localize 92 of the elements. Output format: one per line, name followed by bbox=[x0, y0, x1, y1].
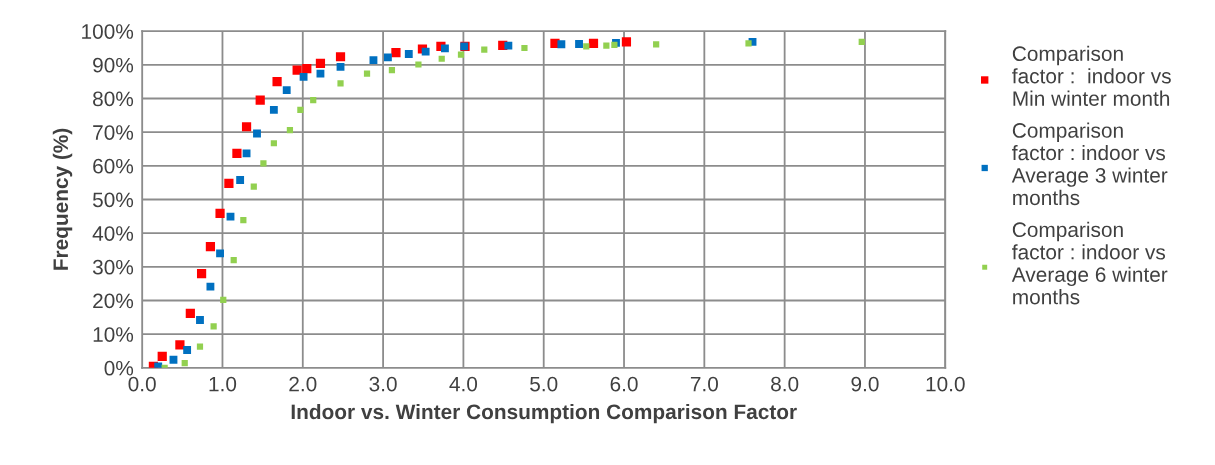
point bbox=[250, 183, 257, 190]
point bbox=[415, 61, 422, 68]
x-tick-label: 10.0 bbox=[926, 376, 965, 392]
point bbox=[183, 346, 192, 354]
y-tick-label: 80% bbox=[93, 91, 134, 107]
point bbox=[297, 106, 304, 114]
point bbox=[336, 62, 345, 71]
point bbox=[220, 296, 227, 303]
point bbox=[270, 140, 277, 147]
x-tick-label: 9.0 bbox=[851, 376, 879, 392]
point bbox=[196, 343, 204, 350]
point bbox=[269, 106, 278, 114]
point bbox=[196, 316, 204, 324]
y-tick-label: 30% bbox=[92, 259, 134, 275]
y-tick-label: 40% bbox=[92, 226, 134, 241]
point bbox=[369, 56, 378, 65]
point bbox=[169, 355, 178, 364]
point bbox=[504, 41, 513, 50]
point bbox=[210, 323, 217, 330]
x-tick-label: 7.0 bbox=[690, 376, 718, 392]
point bbox=[226, 212, 235, 221]
point bbox=[383, 53, 392, 62]
point bbox=[299, 73, 308, 81]
point bbox=[157, 351, 167, 361]
point bbox=[230, 256, 237, 264]
point bbox=[232, 148, 242, 158]
point bbox=[205, 242, 216, 252]
point bbox=[282, 86, 291, 94]
y-axis-title: Frequency (%) bbox=[52, 128, 73, 270]
point bbox=[236, 176, 245, 184]
point bbox=[255, 95, 265, 105]
y-tick-label: 20% bbox=[93, 293, 134, 309]
x-tick-label: 0.0 bbox=[128, 376, 156, 392]
point bbox=[206, 282, 215, 291]
x-tick-label: 3.0 bbox=[369, 376, 397, 392]
point bbox=[583, 43, 590, 50]
point bbox=[175, 340, 185, 350]
point bbox=[286, 127, 294, 134]
point bbox=[316, 69, 325, 78]
y-tick-label: 100% bbox=[82, 24, 134, 39]
point bbox=[335, 52, 346, 62]
legend-label: Comparison factor : indoor vs Min winter month bbox=[1012, 45, 1171, 106]
legend-label: Comparison factor : indoor vs Average 3 winter months bbox=[1011, 122, 1168, 206]
x-tick-label: 8.0 bbox=[771, 376, 799, 392]
point bbox=[363, 70, 371, 77]
point bbox=[241, 122, 252, 132]
point bbox=[272, 77, 282, 87]
x-tick-label: 2.0 bbox=[289, 376, 317, 392]
point bbox=[404, 50, 413, 58]
y-tick-label: 90% bbox=[93, 57, 134, 73]
point bbox=[441, 44, 449, 53]
point bbox=[215, 208, 225, 218]
point bbox=[185, 308, 195, 318]
point bbox=[310, 97, 317, 104]
x-tick-label: 1.0 bbox=[209, 376, 237, 392]
point bbox=[253, 129, 261, 138]
x-tick-label: 5.0 bbox=[530, 376, 558, 392]
x-tick-label: 4.0 bbox=[449, 376, 478, 392]
y-tick-label: 70% bbox=[93, 125, 134, 140]
point bbox=[481, 46, 488, 53]
point bbox=[858, 38, 865, 46]
point bbox=[745, 40, 752, 47]
point bbox=[438, 55, 445, 62]
point bbox=[240, 216, 247, 224]
point bbox=[315, 58, 326, 69]
point bbox=[521, 44, 528, 52]
point bbox=[388, 67, 396, 74]
point bbox=[224, 178, 234, 188]
y-tick-label: 50% bbox=[92, 192, 134, 208]
x-axis-title: Indoor vs. Winter Consumption Comparison Factor bbox=[291, 403, 797, 424]
point bbox=[421, 47, 430, 56]
point bbox=[302, 63, 312, 74]
point bbox=[603, 42, 610, 49]
legend-label: Comparison factor : indoor vs Average 6 winter months bbox=[1011, 221, 1168, 305]
point bbox=[653, 41, 660, 48]
point bbox=[242, 149, 251, 158]
y-tick-label: 60% bbox=[93, 158, 134, 174]
y-tick-label: 10% bbox=[93, 327, 134, 342]
point bbox=[337, 80, 344, 87]
x-tick-label: 6.0 bbox=[610, 376, 638, 392]
point bbox=[216, 249, 224, 258]
point bbox=[557, 40, 566, 49]
point bbox=[292, 65, 302, 75]
point bbox=[196, 268, 207, 279]
point bbox=[181, 360, 188, 367]
point bbox=[391, 48, 401, 58]
point bbox=[457, 51, 465, 58]
point bbox=[621, 37, 632, 47]
y-tick-label: 0% bbox=[104, 360, 134, 376]
point bbox=[575, 40, 583, 48]
point bbox=[260, 160, 267, 167]
point bbox=[588, 38, 599, 48]
